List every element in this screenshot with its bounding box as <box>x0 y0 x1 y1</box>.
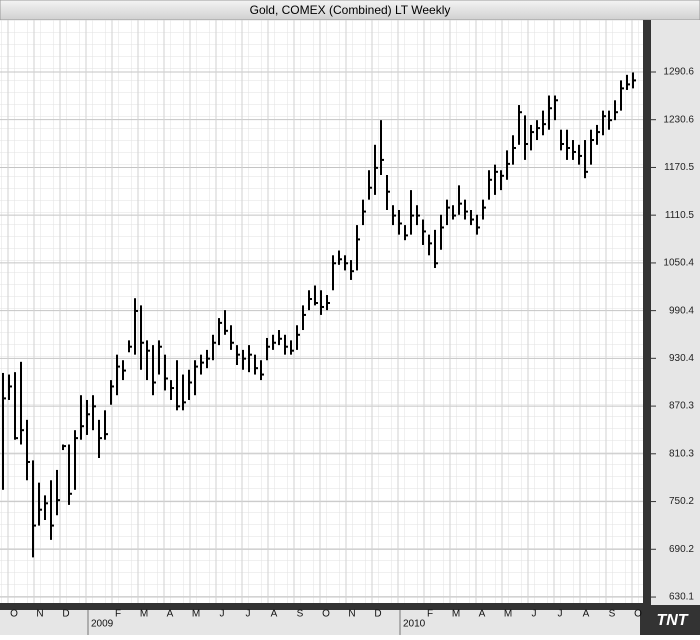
year-label: 2010 <box>403 619 426 630</box>
x-tick-label: D <box>62 609 69 620</box>
y-tick-label: 990.4 <box>669 305 694 316</box>
x-tick-label: A <box>167 609 174 620</box>
x-tick-label: O <box>10 609 18 620</box>
x-tick-label: A <box>271 609 278 620</box>
y-tick-label: 750.2 <box>669 496 694 507</box>
x-tick-label: O <box>634 609 642 620</box>
x-tick-label: O <box>322 609 330 620</box>
x-tick-label: S <box>609 609 616 620</box>
y-tick-label: 1050.4 <box>663 258 694 269</box>
y-tick-label: 930.4 <box>669 353 694 364</box>
y-tick-label: 690.2 <box>669 544 694 555</box>
y-tick-label: 1170.5 <box>664 162 694 173</box>
y-tick-label: 1230.6 <box>663 114 694 125</box>
x-tick-label: J <box>532 609 537 620</box>
x-tick-label: M <box>504 609 512 620</box>
x-axis-strip <box>0 603 651 610</box>
y-axis-panel <box>643 20 700 635</box>
logo-box <box>640 605 700 635</box>
y-axis-strip <box>643 20 651 603</box>
logo: TNT <box>656 612 688 629</box>
x-tick-label: N <box>348 609 355 620</box>
x-tick-label: M <box>192 609 200 620</box>
year-label: 2009 <box>91 619 114 630</box>
x-tick-label: F <box>115 609 121 620</box>
x-tick-label: J <box>220 609 225 620</box>
y-tick-label: 870.3 <box>669 401 694 412</box>
x-tick-label: J <box>558 609 563 620</box>
y-tick-label: 1110.5 <box>665 210 695 221</box>
y-tick-label: 1290.6 <box>663 67 694 78</box>
chart-title: Gold, COMEX (Combined) LT Weekly <box>250 3 451 17</box>
y-tick-label: 810.3 <box>669 448 694 459</box>
x-tick-label: A <box>583 609 590 620</box>
x-tick-label: D <box>374 609 381 620</box>
x-tick-label: J <box>246 609 251 620</box>
x-tick-label: S <box>297 609 304 620</box>
x-tick-label: A <box>479 609 486 620</box>
x-tick-label: M <box>452 609 460 620</box>
y-tick-label: 630.1 <box>669 592 694 603</box>
x-tick-label: N <box>36 609 43 620</box>
x-tick-label: M <box>140 609 148 620</box>
x-tick-label: F <box>427 609 433 620</box>
